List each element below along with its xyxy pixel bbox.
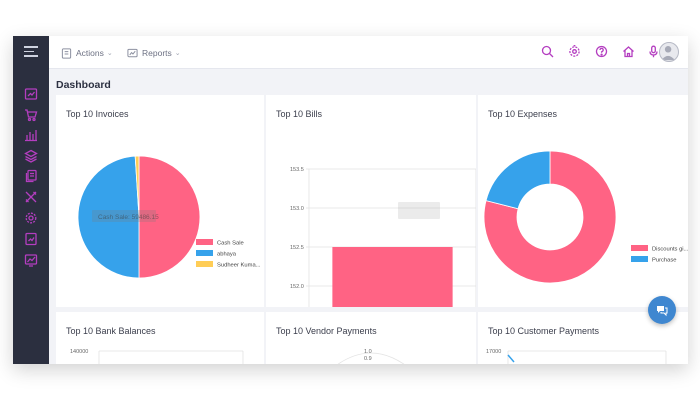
expenses-card: Top 10 Expenses Discounts gi... Purchase xyxy=(478,95,688,307)
vendor-chart: 1.0 0.9 xyxy=(337,349,405,364)
legend-label: Discounts gi... xyxy=(652,247,688,253)
legend-label: Purchase xyxy=(652,258,677,264)
legend-label: abhaya xyxy=(217,252,237,258)
card-title: Top 10 Bills xyxy=(276,109,323,119)
documents-icon[interactable] xyxy=(24,169,38,183)
report-icon[interactable] xyxy=(24,232,38,246)
card-title: Top 10 Expenses xyxy=(488,109,558,119)
legend-swatch xyxy=(196,239,213,245)
pie-slice[interactable] xyxy=(485,150,551,210)
chevron-down-icon: ⌄ xyxy=(106,50,113,57)
top-bar: Actions ⌄ Reports ⌄ xyxy=(49,36,688,69)
user-avatar-icon[interactable] xyxy=(659,42,679,62)
bank-chart: 140000 xyxy=(70,349,244,364)
invoices-chart: Cash Sale: 59486.15 Cash Sale abhaya Sudhe… xyxy=(77,155,261,279)
app-window: Actions ⌄ Reports ⌄ Dashboard Top 10 Inv xyxy=(13,36,688,364)
legend-swatch xyxy=(196,261,213,267)
cart-icon[interactable] xyxy=(24,108,38,122)
chat-button[interactable] xyxy=(648,296,676,324)
dashboard-icon[interactable] xyxy=(24,87,38,101)
series-line xyxy=(507,354,515,363)
reports-icon xyxy=(127,48,138,57)
bar-chart-icon[interactable] xyxy=(24,128,38,142)
card-title: Top 10 Invoices xyxy=(66,109,129,119)
y-tick-label: 140000 xyxy=(70,349,88,355)
microphone-icon[interactable] xyxy=(647,45,660,58)
pie-slice[interactable] xyxy=(77,155,140,279)
actions-label: Actions xyxy=(76,48,104,58)
y-tick-label: 152.0 xyxy=(290,284,304,290)
settings-icon[interactable] xyxy=(568,44,581,58)
tick-label: 1.0 xyxy=(364,349,372,355)
expenses-chart: Discounts gi... Purchase xyxy=(483,150,688,284)
card-title: Top 10 Bank Balances xyxy=(66,326,156,336)
bar[interactable] xyxy=(332,247,453,307)
vendor-payments-card: Top 10 Vendor Payments 1.0 0.9 xyxy=(266,312,476,364)
menu-icon[interactable] xyxy=(24,46,38,58)
legend-swatch xyxy=(631,245,648,251)
reports-label: Reports xyxy=(142,48,172,58)
settings-icon[interactable] xyxy=(24,211,38,225)
invoices-card: Top 10 Invoices Cash Sale: 59486.15 Cash… xyxy=(56,95,264,307)
pie-slice[interactable] xyxy=(483,150,617,284)
card-title: Top 10 Customer Payments xyxy=(488,326,600,336)
trend-icon[interactable] xyxy=(24,253,38,267)
y-tick-label: 17000 xyxy=(486,349,501,355)
legend-label: Cash Sale xyxy=(217,241,244,247)
tools-icon[interactable] xyxy=(24,190,38,204)
customer-chart: 17000 xyxy=(486,349,667,364)
page-title: Dashboard xyxy=(56,79,111,91)
grid-line xyxy=(337,352,405,364)
legend-swatch xyxy=(196,250,213,256)
chart-tooltip-text: Cash Sale: 59486.15 xyxy=(98,214,159,221)
card-title: Top 10 Vendor Payments xyxy=(276,326,377,336)
reports-menu[interactable]: Reports ⌄ xyxy=(127,45,181,61)
bank-balances-card: Top 10 Bank Balances 140000 xyxy=(56,312,264,364)
y-tick-label: 153.5 xyxy=(290,167,304,173)
sidebar xyxy=(13,36,49,364)
chart-tooltip xyxy=(398,202,440,219)
layers-icon[interactable] xyxy=(24,149,38,163)
pie-slice[interactable] xyxy=(134,155,140,218)
legend-swatch xyxy=(631,256,648,262)
search-icon[interactable] xyxy=(541,45,554,58)
home-icon[interactable] xyxy=(622,45,635,58)
actions-menu[interactable]: Actions ⌄ xyxy=(61,45,113,61)
y-tick-label: 152.5 xyxy=(290,245,304,251)
chevron-down-icon: ⌄ xyxy=(174,50,181,57)
customer-payments-card: Top 10 Customer Payments 17000 xyxy=(478,312,688,364)
y-tick-label: 153.0 xyxy=(290,206,304,212)
chart-tooltip xyxy=(92,210,156,222)
pie-slice[interactable] xyxy=(138,155,201,279)
legend-label: Sudheer Kuma... xyxy=(217,263,261,269)
help-icon[interactable] xyxy=(595,45,608,58)
chat-icon xyxy=(657,306,668,317)
tick-label: 0.9 xyxy=(364,356,372,362)
actions-icon xyxy=(61,47,72,59)
